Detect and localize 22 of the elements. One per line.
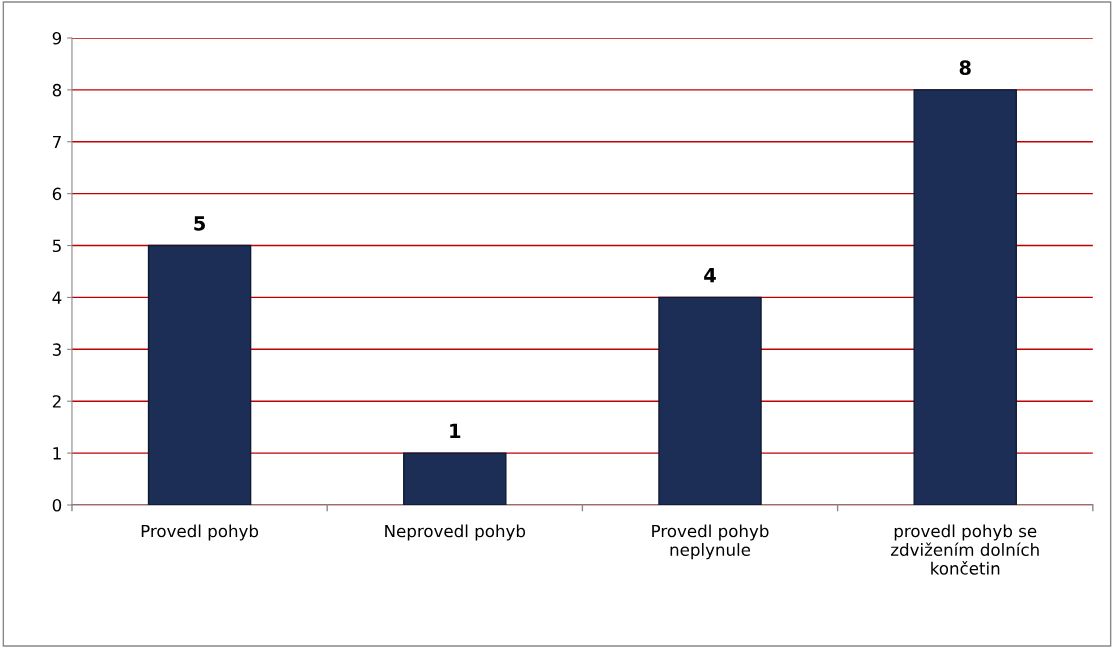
bar: [658, 296, 762, 505]
data-label: 8: [959, 60, 971, 75]
y-tick-label: 4: [52, 291, 62, 304]
y-tick-label: 5: [52, 239, 61, 253]
data-label: 4: [704, 268, 716, 283]
y-tick-label: 2: [52, 395, 61, 408]
x-tick-label: Neprovedl pohyb: [385, 524, 526, 541]
y-tick-label: 0: [52, 498, 62, 512]
x-tick-label: Provedl pohyb neplynule: [652, 524, 769, 560]
data-label: 1: [450, 423, 461, 438]
y-tick-label: 1: [53, 447, 61, 460]
data-label: 5: [194, 216, 205, 231]
bar: [147, 244, 252, 505]
bar: [403, 452, 507, 505]
y-tick-label: 7: [53, 135, 61, 149]
bar: [913, 89, 1017, 505]
x-tick-label: Provedl pohyb: [141, 524, 259, 541]
x-tick-label: provedl pohyb se zdvižením dolních končetin: [891, 524, 1039, 575]
y-tick-label: 8: [52, 83, 62, 97]
y-tick-label: 6: [52, 187, 62, 201]
y-tick-label: 3: [52, 343, 61, 356]
y-tick-label: 9: [52, 31, 62, 45]
